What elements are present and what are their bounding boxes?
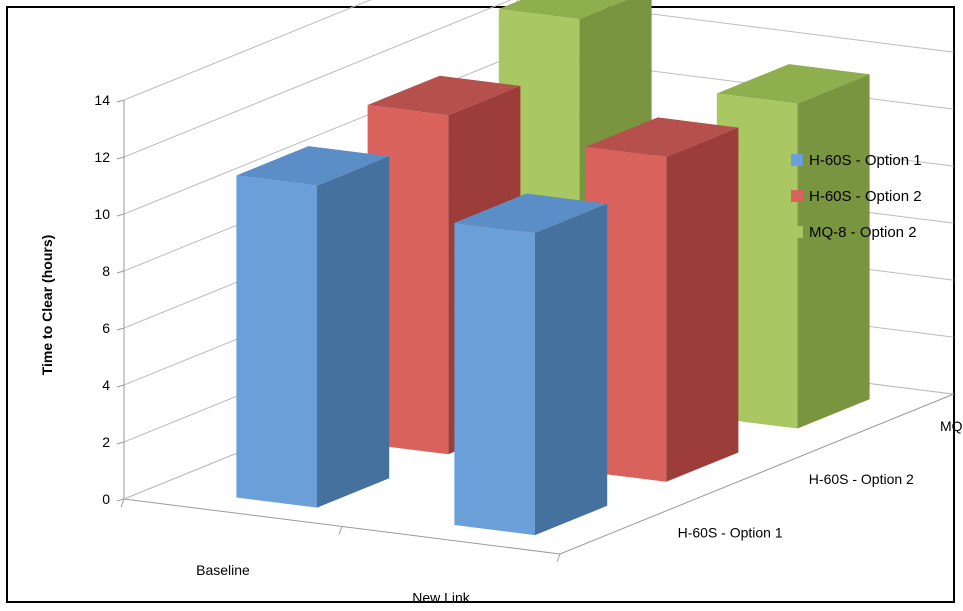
- y-tick-label: 2: [102, 434, 110, 450]
- y-tick-mark: [116, 156, 125, 160]
- bar-3-2: [716, 64, 870, 429]
- x-tick-label: Baseline: [196, 562, 250, 578]
- y-tick-mark: [116, 384, 125, 388]
- y-tick-labels: 0 2 4 6 8 10 12 14: [94, 92, 110, 507]
- bar-front: [236, 175, 317, 508]
- legend-swatch: [791, 190, 803, 202]
- legend-label: H-60S - Option 1: [809, 152, 922, 169]
- bar-top: [367, 75, 521, 116]
- depth-tick-label: H-60S - Option 1: [678, 524, 783, 540]
- bar-top: [498, 0, 627, 20]
- legend-swatch: [791, 226, 803, 238]
- bars: [236, 0, 870, 536]
- y-tick-mark: [116, 213, 125, 217]
- depth-tick-label: H-60S - Option 2: [809, 471, 914, 487]
- y-tick-mark: [116, 441, 125, 445]
- y-tick-label: 0: [102, 491, 110, 507]
- legend-label: H-60S - Option 2: [809, 188, 922, 205]
- y-tick-label: 10: [94, 206, 110, 222]
- legend-label: MQ-8 - Option 2: [809, 224, 917, 241]
- x-tick-mark: [338, 526, 343, 535]
- y-tick-label: 4: [102, 377, 110, 393]
- bar-top: [716, 64, 870, 104]
- bar-side: [317, 156, 390, 508]
- gridline: [123, 0, 372, 101]
- bar-1-2: [454, 193, 608, 536]
- y-tick-mark: [116, 270, 125, 274]
- bar-top: [454, 193, 608, 233]
- x-tick-labels: Baseline New Link: [196, 562, 471, 606]
- legend: H-60S - Option 1 H-60S - Option 2 MQ-8 - O…: [791, 152, 922, 241]
- x-tick-mark: [120, 498, 125, 508]
- y-tick-mark: [116, 99, 125, 103]
- y-tick-label: 14: [94, 92, 110, 108]
- depth-axis-line: [559, 393, 954, 555]
- depth-tick-labels: H-60S - Option 1 H-60S - Option 2 MQ-8 - O…: [678, 418, 963, 541]
- depth-tick-label: MQ-8 - Option 2: [940, 418, 963, 434]
- x-tick-mark: [556, 553, 561, 563]
- bar-side: [666, 127, 739, 482]
- legend-swatch: [791, 154, 803, 166]
- bar-side: [535, 203, 608, 536]
- x-tick-label: New Link: [412, 589, 471, 605]
- y-axis-title: Time to Clear (hours): [39, 235, 55, 376]
- y-tick-label: 6: [102, 320, 110, 336]
- bar-side: [797, 74, 870, 429]
- bar-top: [585, 117, 739, 157]
- bar-top: [236, 146, 390, 186]
- gridline: [123, 0, 954, 158]
- bar-front: [454, 222, 535, 536]
- y-tick-label: 12: [94, 149, 110, 165]
- bar-1-1: [236, 146, 390, 508]
- y-tick-mark: [116, 327, 125, 331]
- bar-2-2: [585, 117, 739, 482]
- y-tick-mark: [116, 498, 125, 502]
- y-tick-label: 8: [102, 263, 110, 279]
